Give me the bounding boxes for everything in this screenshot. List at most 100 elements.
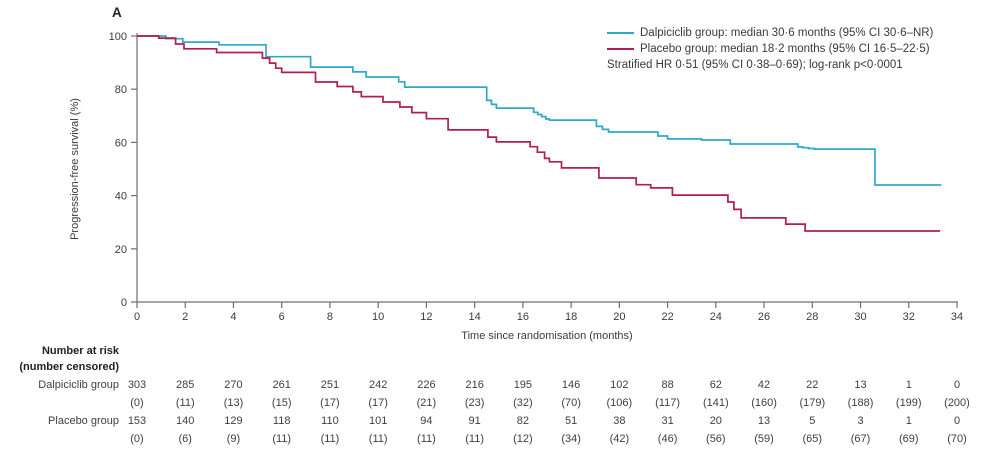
risk-cell: 13	[854, 379, 867, 391]
risk-cell: (11)	[320, 433, 340, 445]
risk-cell: 102	[610, 379, 629, 391]
legend-label-dalpiciclib: Dalpiciclib group: median 30·6 months (9…	[640, 27, 934, 39]
x-tick-label: 32	[903, 311, 915, 323]
risk-cell: (13)	[223, 397, 244, 409]
risk-cell: (23)	[464, 397, 485, 409]
risk-cell: (11)	[465, 433, 485, 445]
risk-cell: 1	[905, 415, 912, 427]
risk-table-header-line1: Number at risk	[41, 345, 119, 357]
risk-row-label-placebo: Placebo group	[48, 415, 119, 427]
risk-cell: 140	[176, 415, 195, 427]
x-tick-label: 30	[854, 311, 866, 323]
risk-cell: (141)	[702, 397, 729, 409]
risk-row-label-dalpiciclib: Dalpiciclib group	[38, 379, 119, 391]
x-tick-label: 6	[279, 311, 285, 323]
legend-line-swatch-placebo	[607, 47, 634, 51]
risk-cell: (199)	[895, 397, 922, 409]
risk-cell: (6)	[178, 433, 192, 445]
risk-cell: 3	[857, 415, 864, 427]
panel-label: A	[112, 5, 122, 20]
risk-cell: (11)	[272, 433, 292, 445]
risk-cell: (0)	[130, 397, 144, 409]
x-tick-label: 16	[517, 311, 529, 323]
x-tick-label: 14	[469, 311, 481, 323]
risk-cell: 51	[564, 415, 578, 427]
axis-lines	[136, 33, 958, 303]
risk-cell: (21)	[416, 397, 437, 409]
risk-cell: 261	[272, 379, 291, 391]
x-tick-label: 4	[230, 311, 236, 323]
risk-cell: 101	[368, 415, 388, 427]
risk-cell: 88	[661, 379, 674, 391]
x-axis-label: Time since randomisation (months)	[461, 330, 632, 342]
risk-cell: 5	[809, 415, 816, 427]
risk-cell: (117)	[655, 397, 681, 409]
x-tick-label: 22	[661, 311, 673, 323]
risk-cell: (0)	[130, 433, 144, 445]
risk-cell: 91	[468, 415, 481, 427]
risk-cell: (106)	[606, 397, 633, 409]
risk-cell: (42)	[609, 433, 630, 445]
risk-cell: (67)	[850, 433, 871, 445]
risk-cell: 285	[176, 379, 195, 391]
risk-cell: 94	[420, 415, 433, 427]
risk-cell: 195	[513, 379, 533, 391]
x-tick-label: 26	[758, 311, 770, 323]
risk-cell: 1	[905, 379, 912, 391]
risk-cell: 303	[127, 379, 147, 391]
risk-cell: 0	[953, 379, 961, 391]
risk-cell: (69)	[898, 433, 919, 445]
risk-cell: (160)	[751, 397, 777, 409]
x-tick-label: 20	[613, 311, 625, 323]
risk-cell: (65)	[802, 433, 823, 445]
y-tick-label: 60	[115, 137, 127, 149]
y-axis-label: Progression-free survival (%)	[69, 98, 81, 240]
risk-cell: 22	[806, 379, 819, 391]
risk-cell: 38	[613, 415, 626, 427]
risk-cell: (12)	[513, 433, 533, 445]
y-tick-label: 40	[115, 191, 127, 203]
risk-cell: (17)	[368, 397, 388, 409]
legend-item-dalpiciclib: Dalpiciclib group: median 30·6 months (9…	[607, 25, 933, 41]
risk-cell: (179)	[799, 397, 826, 409]
y-tick-label: 100	[109, 31, 127, 43]
y-tick-label: 0	[121, 297, 127, 309]
risk-cell: (70)	[947, 433, 967, 445]
risk-cell: 251	[320, 379, 340, 391]
risk-cell: (15)	[271, 397, 292, 409]
x-tick-label: 24	[710, 311, 722, 323]
risk-cell: 110	[321, 415, 339, 427]
risk-cell: 242	[368, 379, 388, 391]
risk-cell: 129	[224, 415, 243, 427]
risk-cell: 216	[465, 379, 484, 391]
risk-cell: 20	[709, 415, 722, 427]
dalpiciclib-curve	[137, 35, 942, 186]
risk-cell: (11)	[368, 433, 388, 445]
legend-line-swatch-dalpiciclib	[607, 31, 634, 35]
risk-cell: 0	[953, 415, 961, 427]
risk-cell: 146	[561, 379, 581, 391]
risk-cell: (11)	[417, 433, 436, 445]
risk-table-header-line2: (number censored)	[19, 361, 119, 373]
risk-cell: 13	[757, 415, 771, 427]
risk-cell: (17)	[320, 397, 340, 409]
legend: Dalpiciclib group: median 30·6 months (9…	[607, 25, 933, 73]
risk-cell: (9)	[226, 433, 241, 445]
risk-cell: (188)	[847, 397, 874, 409]
placebo-curve	[137, 35, 941, 232]
x-tick-label: 34	[951, 311, 963, 323]
x-tick-label: 28	[806, 311, 818, 323]
risk-cell: (200)	[944, 397, 970, 409]
y-tick-label: 80	[115, 84, 127, 96]
x-tick-label: 0	[134, 311, 140, 323]
risk-cell: 82	[516, 415, 529, 427]
x-tick-label: 18	[565, 311, 577, 323]
risk-cell: (70)	[561, 397, 581, 409]
risk-cell: 153	[127, 415, 147, 427]
risk-cell: 226	[417, 379, 436, 391]
legend-item-placebo: Placebo group: median 18·2 months (95% C…	[607, 41, 933, 57]
x-tick-label: 12	[420, 311, 432, 323]
